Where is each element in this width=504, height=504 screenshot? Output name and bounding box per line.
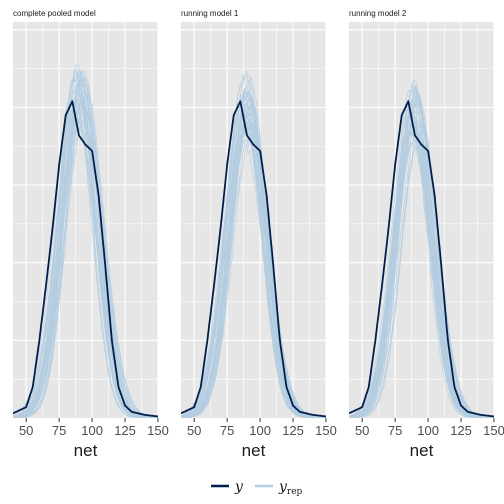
panel-background xyxy=(349,22,494,418)
x-tick-label: 100 xyxy=(249,423,271,438)
x-axis-title: net xyxy=(74,441,98,460)
x-tick-label: 100 xyxy=(81,423,103,438)
x-tick-label: 125 xyxy=(450,423,472,438)
yrep-series-line xyxy=(181,108,326,418)
yrep-series-line xyxy=(181,113,326,418)
panel-title: running model 1 xyxy=(181,9,239,18)
yrep-lines xyxy=(181,70,326,418)
x-tick-label: 75 xyxy=(388,423,402,438)
y-series-line xyxy=(13,100,158,418)
panel-running-model-1: running model 1 50 75 100 125 150 net xyxy=(181,9,337,460)
x-axis: 50 75 100 125 150 xyxy=(19,418,169,438)
y-series-line xyxy=(349,100,494,418)
yrep-series-line xyxy=(349,90,494,418)
x-tick-label: 125 xyxy=(282,423,304,438)
x-tick-label: 150 xyxy=(147,423,169,438)
legend-label-yrep: yrep xyxy=(278,479,303,497)
yrep-series-line xyxy=(181,93,326,418)
x-tick-label: 50 xyxy=(187,423,201,438)
legend-label-y: y xyxy=(234,479,244,495)
yrep-series-line xyxy=(349,90,494,418)
yrep-series-line xyxy=(349,87,494,418)
yrep-series-line xyxy=(13,92,158,418)
yrep-series-line xyxy=(13,96,158,418)
x-tick-label: 50 xyxy=(19,423,33,438)
panel-running-model-2: running model 2 50 75 100 125 150 net xyxy=(349,9,504,460)
x-axis-title: net xyxy=(242,441,266,460)
yrep-series-line xyxy=(181,89,326,418)
yrep-series-line xyxy=(13,102,158,418)
legend: y yrep xyxy=(211,479,303,497)
x-axis: 50 75 100 125 150 xyxy=(187,418,337,438)
x-tick-label: 150 xyxy=(315,423,337,438)
x-tick-label: 50 xyxy=(355,423,369,438)
yrep-series-line xyxy=(349,139,494,418)
x-tick-label: 100 xyxy=(417,423,439,438)
yrep-series-line xyxy=(13,95,158,418)
panel-title: running model 2 xyxy=(349,9,407,18)
x-tick-label: 75 xyxy=(52,423,66,438)
panel-title: complete pooled model xyxy=(13,9,96,18)
x-axis: 50 75 100 125 150 xyxy=(355,418,504,438)
x-tick-label: 125 xyxy=(114,423,136,438)
panel-background xyxy=(181,22,326,418)
panel-complete-pooled-model: complete pooled model 50 75 100 125 150 net xyxy=(13,9,169,460)
x-tick-label: 150 xyxy=(483,423,504,438)
y-series-line xyxy=(181,100,326,418)
yrep-series-line xyxy=(13,74,158,418)
x-axis-title: net xyxy=(410,441,434,460)
x-tick-label: 75 xyxy=(220,423,234,438)
